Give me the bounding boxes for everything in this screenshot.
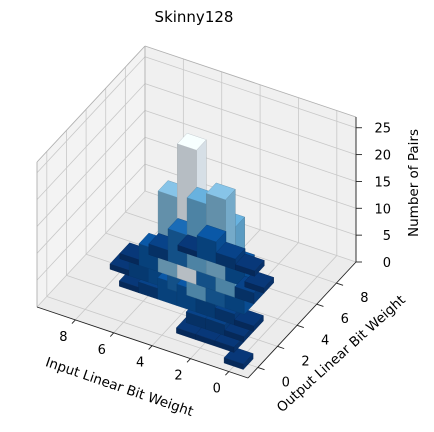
z-tick-label: 20: [374, 149, 391, 164]
bar-3-7: [234, 253, 265, 277]
grid-line-z: [36, 190, 146, 308]
x-tick: [148, 345, 153, 350]
x-tick-label: 8: [59, 330, 67, 345]
grid-line-z: [144, 56, 357, 129]
y-tick-label: 6: [341, 312, 349, 327]
z-tick-label: 0: [383, 256, 391, 271]
y-tick: [296, 324, 304, 328]
x-tick: [71, 319, 76, 324]
grid-line-z: [36, 83, 146, 200]
z-tick-label: 15: [374, 175, 391, 190]
grid-line-z: [36, 110, 146, 227]
grid-line-z: [144, 83, 357, 155]
grid-line-z: [144, 110, 357, 182]
y-tick: [257, 367, 265, 371]
z-axis-label: Number of Pairs: [406, 129, 422, 237]
bar-top: [176, 132, 207, 151]
grid-line-z: [36, 56, 146, 174]
x-tick-label: 6: [98, 343, 106, 358]
y-tick: [336, 282, 344, 286]
bar-top: [196, 224, 227, 243]
x-tick: [225, 371, 230, 376]
x-tick-label: 4: [136, 356, 144, 371]
bar-top: [215, 241, 246, 260]
x-axis-line: [36, 306, 249, 379]
x-tick-label: 0: [213, 382, 221, 397]
x-tick-label: 2: [174, 369, 182, 384]
left-pane: [37, 46, 145, 307]
y-tick-label: 2: [301, 354, 309, 369]
x-tick: [186, 358, 191, 363]
pane-edge: [36, 45, 146, 163]
z-tick-label: 25: [374, 122, 391, 137]
y-tick-label: 0: [282, 375, 290, 390]
bars: [109, 132, 275, 371]
x-axis-label: Input Linear Bit Weight: [43, 354, 195, 420]
grid-line-z: [36, 137, 146, 254]
bar-top: [234, 253, 265, 272]
x-tick: [109, 332, 115, 337]
bar-top: [205, 182, 236, 201]
z-tick-label: 10: [374, 202, 391, 217]
y-tick: [277, 345, 285, 350]
grid-line-z: [36, 163, 146, 281]
y-axis-line: [247, 261, 357, 379]
z-tick-label: 5: [383, 229, 391, 244]
chart-title: Skinny128: [155, 8, 234, 26]
y-tick-label: 8: [360, 291, 368, 306]
grid-line-y: [46, 296, 258, 368]
y-tick: [316, 303, 324, 307]
pane-edge: [144, 45, 357, 118]
y-tick-label: 4: [321, 333, 329, 348]
